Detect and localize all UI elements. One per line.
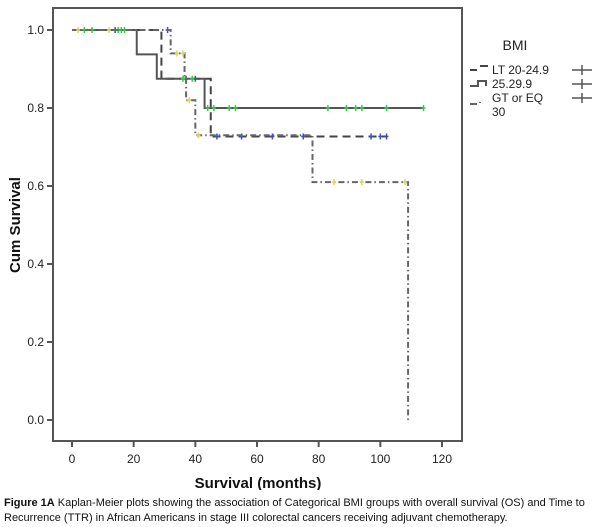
legend-label: GT or EQ xyxy=(492,91,543,105)
censor-mark-25-29-9 xyxy=(122,27,127,33)
y-axis-ticks: 0.0 0.2 0.4 0.6 0.8 1.0 xyxy=(27,23,53,427)
x-tick-label: 40 xyxy=(189,452,203,466)
y-tick-label: 0.8 xyxy=(27,101,44,115)
x-tick-label: 80 xyxy=(312,452,326,466)
x-axis-ticks: 0 20 40 60 80 100 120 xyxy=(69,441,452,466)
caption-text: Kaplan-Meier plots showing the associati… xyxy=(4,497,585,524)
y-axis-title: Cum Survival xyxy=(7,177,24,273)
legend-title: BMI xyxy=(503,37,528,53)
censor-mark-25-29-9 xyxy=(211,105,216,111)
legend-symbol-dashed xyxy=(470,65,488,71)
censor-mark-lt-20-24-9 xyxy=(270,133,275,140)
censor-mark-gt-or-eq-30 xyxy=(107,27,111,33)
censor-mark-25-29-9 xyxy=(344,105,349,111)
censor-mark-lt-20-24-9 xyxy=(378,133,383,140)
censor-mark-gt-or-eq-30 xyxy=(174,50,179,57)
series-layer xyxy=(72,27,426,420)
km-curve-lt-20-24-9 xyxy=(72,29,387,138)
censor-mark-25-29-9 xyxy=(325,105,330,111)
legend-symbol-dashdot xyxy=(470,102,481,105)
legend-label: 30 xyxy=(492,105,506,119)
censor-mark-25-29-9 xyxy=(233,105,238,111)
legend-label: 25.29.9 xyxy=(492,77,532,91)
km-curve-gt-or-eq-30 xyxy=(72,29,410,420)
x-tick-label: 120 xyxy=(432,452,452,466)
censor-mark-gt-or-eq-30 xyxy=(196,132,201,139)
censor-mark-25-29-9 xyxy=(359,105,364,111)
y-tick-label: 1.0 xyxy=(27,23,44,37)
censor-mark-lt-20-24-9 xyxy=(369,133,374,140)
y-tick-label: 0.6 xyxy=(27,179,44,193)
y-tick-label: 0.4 xyxy=(27,257,44,271)
x-tick-label: 100 xyxy=(370,452,390,466)
censor-mark-gt-or-eq-30 xyxy=(403,179,407,186)
y-tick-label: 0.0 xyxy=(27,413,44,427)
censor-mark-25-29-9 xyxy=(227,105,232,111)
censor-mark-25-29-9 xyxy=(181,75,185,82)
censor-mark-lt-20-24-9 xyxy=(301,133,306,140)
x-axis-title: Survival (months) xyxy=(195,475,322,490)
y-tick-label: 0.2 xyxy=(27,335,44,349)
legend-label: LT 20-24.9 xyxy=(492,63,549,77)
censor-mark-25-29-9 xyxy=(190,75,195,82)
x-tick-label: 20 xyxy=(127,452,141,466)
censor-mark-25-29-9 xyxy=(353,105,358,111)
censor-mark-25-29-9 xyxy=(421,105,426,111)
censor-mark-25-29-9 xyxy=(384,105,389,111)
censor-mark-25-29-9 xyxy=(205,105,210,111)
km-curve-25-29-9 xyxy=(72,29,424,109)
censor-mark-gt-or-eq-30 xyxy=(359,179,364,186)
censor-mark-gt-or-eq-30 xyxy=(181,50,185,57)
x-tick-label: 60 xyxy=(250,452,264,466)
km-chart: 0 20 40 60 80 100 120 0.0 0.2 0.4 0.6 0.8 1.0 Survi… xyxy=(7,7,592,490)
legend-symbol-solid xyxy=(470,80,487,87)
caption-label: Figure 1A xyxy=(4,497,55,509)
x-tick-label: 0 xyxy=(69,452,76,466)
censor-mark-gt-or-eq-30 xyxy=(332,179,337,186)
censor-mark-lt-20-24-9 xyxy=(214,133,219,140)
censor-mark-lt-20-24-9 xyxy=(384,133,389,140)
figure-caption: Figure 1A Kaplan-Meier plots showing the… xyxy=(4,496,598,526)
censor-mark-gt-or-eq-30 xyxy=(76,27,81,33)
plot-frame xyxy=(52,7,463,442)
censor-mark-gt-or-eq-30 xyxy=(187,97,192,104)
